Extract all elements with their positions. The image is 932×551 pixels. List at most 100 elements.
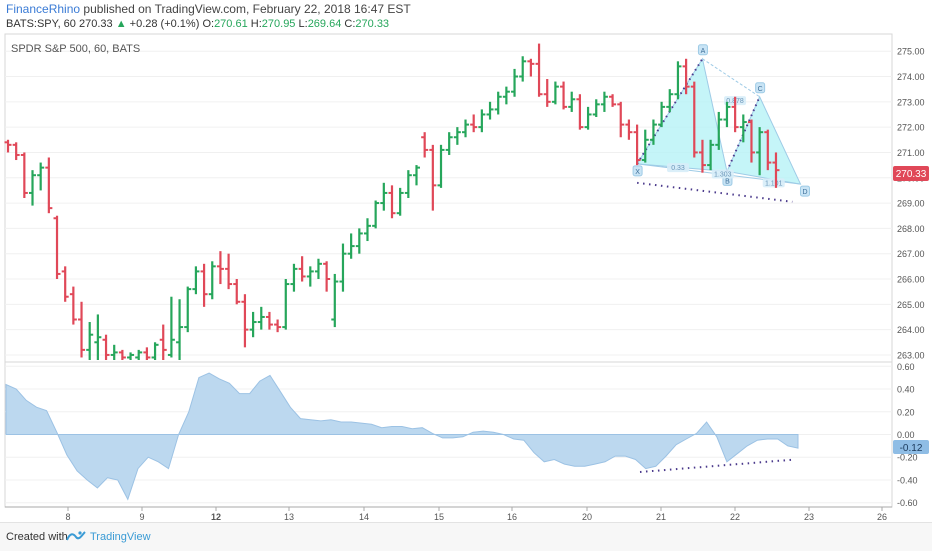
ohlc-bar: [331, 273, 339, 328]
price-divergence-trendline: [636, 181, 793, 203]
oscillator-tick-label: -0.40: [897, 475, 918, 485]
pattern-ratio-label: 1.101: [765, 180, 783, 187]
oscillator-divergence-trendline: [639, 458, 796, 474]
created-with-text: Created with: [6, 531, 68, 543]
ohlc-bar: [110, 344, 118, 360]
price-tick-label: 264.00: [897, 325, 925, 335]
ohlc-bar: [200, 263, 208, 307]
pattern-point-badge: [755, 82, 766, 94]
price-tick-label: 267.00: [897, 249, 925, 259]
ohlc-bar: [143, 347, 151, 360]
symbol-label: BATS:SPY, 60: [6, 18, 76, 30]
close-value: 270.33: [355, 18, 390, 30]
pattern-ratio-badge: [711, 169, 734, 179]
price-bars: [4, 43, 780, 360]
ohlc-bar: [649, 119, 657, 145]
ohlc-bar: [192, 266, 200, 295]
ohlc-bar: [61, 266, 69, 302]
ohlc-bar: [478, 109, 486, 133]
price-tick-label: 274.00: [897, 72, 925, 82]
ohlc-bar: [363, 218, 371, 242]
oscillator-tick-label: -0.20: [897, 453, 918, 463]
ohlc-bar: [739, 114, 747, 143]
pattern-triangle-bcd: [726, 95, 802, 185]
ohlc-bar: [102, 334, 110, 360]
chart-title: SPDR S&P 500, 60, BATS: [11, 43, 140, 55]
ohlc-bar: [576, 94, 584, 130]
ohlc-bar: [388, 185, 396, 219]
ohlc-bar: [690, 81, 698, 158]
time-tick-label: 20: [582, 512, 592, 522]
ohlc-bar: [396, 187, 404, 216]
price-tag: 270.33: [893, 166, 929, 181]
ohlc-bar: [445, 132, 453, 155]
ohlc-bar: [135, 349, 143, 360]
low-value: 269.64: [307, 18, 342, 30]
pattern-point-badge: [632, 165, 643, 177]
pattern-ratio-label: 0.33: [671, 165, 685, 172]
ohlc-bar: [535, 43, 543, 97]
ohlc-bar: [78, 301, 86, 358]
ohlc-bar: [216, 251, 224, 285]
time-tick-label: 8: [65, 512, 70, 522]
oscillator-tick-label: 0.60: [897, 362, 915, 372]
pattern-point-badge: [799, 185, 810, 197]
chart-canvas[interactable]: 275.00274.00273.00272.00271.00270.00269.…: [0, 0, 932, 522]
author-name[interactable]: FinanceRhino: [6, 2, 81, 16]
time-tick-label: 21: [656, 512, 666, 522]
ohlc-bar: [257, 306, 265, 330]
ohlc-bar: [323, 261, 331, 292]
oscillator-tag-label: -0.12: [900, 443, 923, 454]
price-y-axis: 275.00274.00273.00272.00271.00270.00269.…: [5, 47, 925, 360]
ohlc-bar: [609, 94, 617, 107]
ohlc-bar: [37, 162, 45, 191]
ohlc-bar: [176, 299, 184, 360]
change-up-icon: ▲: [115, 18, 127, 30]
tradingview-brand-link[interactable]: TradingView: [90, 531, 151, 543]
ohlc-bar: [617, 101, 625, 138]
ohlc-bar: [551, 81, 559, 105]
open-value: 270.61: [214, 18, 248, 30]
ohlc-bar: [167, 296, 175, 358]
ohlc-bar: [118, 349, 126, 360]
price-tag-bg: [893, 166, 929, 181]
oscillator-tick-label: 0.40: [897, 385, 915, 395]
price-tick-label: 269.00: [897, 199, 925, 209]
low-label: L:: [298, 18, 308, 30]
ohlc-bar: [527, 58, 535, 77]
ohlc-bar: [225, 253, 233, 290]
ohlc-bar: [584, 106, 592, 130]
ohlc-bar: [265, 311, 273, 330]
pattern-point-badge: [697, 44, 708, 56]
ohlc-bar: [298, 256, 306, 282]
ohlc-bar: [462, 119, 470, 138]
ohlc-bar: [306, 266, 314, 287]
ohlc-bar: [633, 124, 641, 166]
ohlc-bar: [20, 152, 28, 198]
ohlc-bar: [127, 352, 135, 360]
ohlc-bar: [707, 139, 715, 171]
ohlc-bar: [69, 286, 77, 325]
ohlc-bar: [437, 144, 445, 188]
ohlc-bar: [698, 139, 706, 173]
ohlc-bar: [470, 114, 478, 133]
price-tick-label: 266.00: [897, 275, 925, 285]
ohlc-bar: [731, 96, 739, 133]
time-tick-label: 14: [359, 512, 369, 522]
time-tick-label: 23: [804, 512, 814, 522]
pattern-point-label: A: [701, 48, 706, 55]
price-tag-label: 270.33: [896, 169, 927, 180]
ohlc-bar: [151, 342, 159, 360]
ohlc-bar: [12, 142, 20, 161]
ohlc-bar: [494, 91, 502, 115]
pattern-ratio-badge: [762, 178, 785, 188]
ohlc-bar: [282, 279, 290, 330]
pattern-point-label: C: [758, 86, 763, 93]
time-tick-label: 15: [434, 512, 444, 522]
pattern-ac-line: [702, 58, 760, 98]
ohlc-bar: [756, 127, 764, 176]
oscillator-tick-label: 0.00: [897, 430, 915, 440]
price-tick-label: 265.00: [897, 300, 925, 310]
pattern-ratio-label: 1.303: [714, 171, 732, 178]
ohlc-bar: [233, 279, 241, 305]
